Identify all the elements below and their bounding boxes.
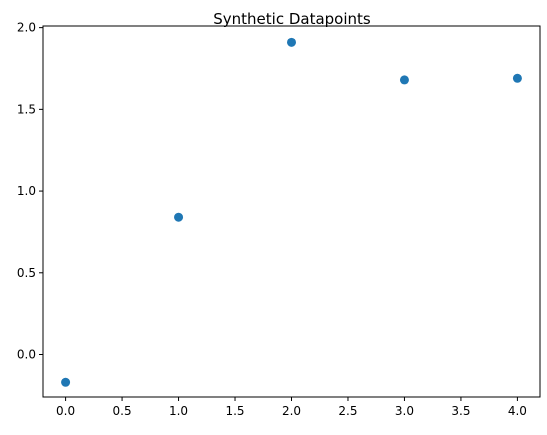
y-axis: 0.0 0.5 1.0 1.5 2.0 [17, 21, 43, 362]
x-tick-label: 0.5 [113, 404, 132, 418]
x-tick-label: 1.0 [169, 404, 188, 418]
y-tick-label: 0.0 [17, 348, 36, 362]
plot-area [42, 25, 541, 398]
data-points [61, 37, 522, 387]
data-point [287, 37, 296, 47]
x-tick-label: 2.0 [282, 404, 301, 418]
data-point [61, 377, 71, 387]
y-tick-label: 0.5 [17, 266, 36, 280]
chart-title: Synthetic Datapoints [213, 10, 371, 28]
x-tick-label: 3.0 [395, 404, 414, 418]
y-tick-label: 2.0 [17, 21, 36, 35]
x-tick-label: 4.0 [508, 404, 527, 418]
x-tick-label: 1.5 [225, 404, 244, 418]
data-point [174, 212, 184, 222]
x-axis: 0.0 0.5 1.0 1.5 2.0 2.5 3.0 3.5 4.0 [56, 397, 527, 418]
x-tick-label: 3.5 [451, 404, 470, 418]
y-tick-label: 1.5 [17, 102, 36, 116]
data-point [399, 75, 409, 85]
y-tick-label: 1.0 [17, 184, 36, 198]
x-tick-label: 2.5 [338, 404, 357, 418]
data-point [512, 73, 522, 83]
x-tick-label: 0.0 [56, 404, 75, 418]
